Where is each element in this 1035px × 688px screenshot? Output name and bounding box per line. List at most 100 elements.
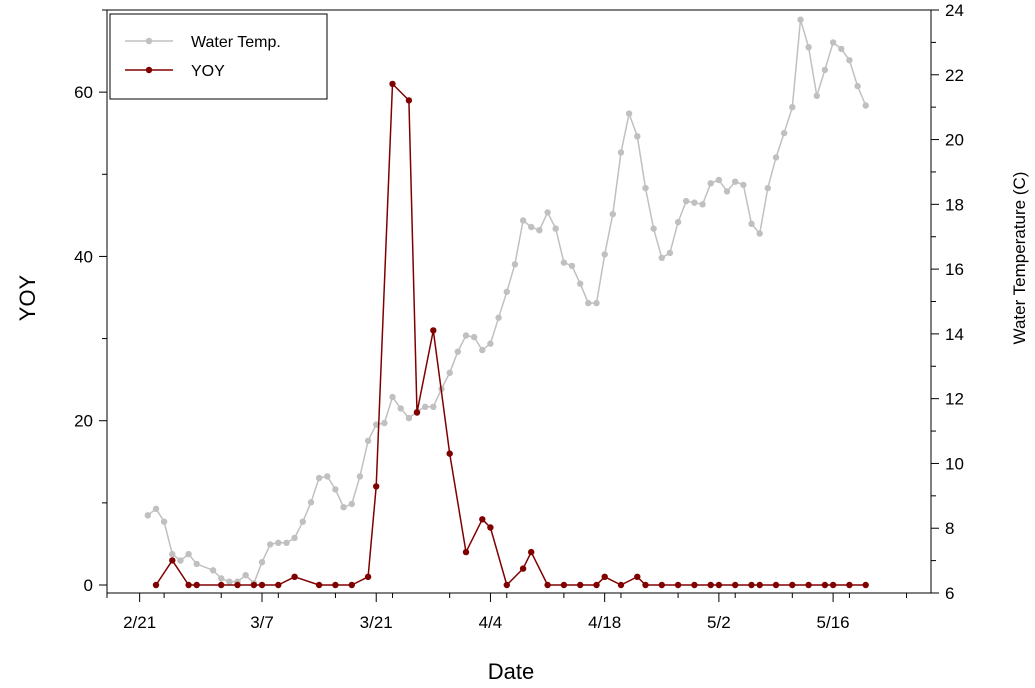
- water-temp-point: [152, 505, 160, 512]
- water-temp-point: [740, 181, 747, 189]
- yoy-point: [446, 450, 453, 457]
- yoy-point: [479, 516, 486, 523]
- water-temp-point: [324, 473, 331, 480]
- legend-box: [109, 13, 328, 100]
- water-temp-point: [315, 474, 323, 482]
- water-temp-point: [332, 486, 339, 493]
- water-temp-point: [560, 259, 568, 266]
- water-temp-point: [144, 512, 151, 519]
- yoy-point: [430, 327, 437, 334]
- water-temp-point: [862, 102, 869, 109]
- water-temp-point: [405, 414, 413, 422]
- y-right-tick-label: 12: [945, 390, 964, 409]
- water-temp-point: [838, 45, 845, 53]
- water-temp-point: [797, 16, 804, 23]
- water-temp-point: [609, 210, 616, 218]
- y-axis-left-title: YOY: [15, 274, 40, 321]
- y-axis-right: 6 8 10 12 14 16 18 20 22 24: [931, 1, 964, 603]
- x-axis-title: Date: [488, 659, 534, 684]
- legend: Water Temp. YOY: [109, 13, 328, 100]
- yoy-point: [593, 581, 600, 589]
- water-temp-point: [593, 299, 600, 307]
- water-temp-point: [397, 405, 404, 412]
- yoy-point: [862, 581, 869, 589]
- water-temp-point: [511, 261, 519, 268]
- water-temp-point: [764, 184, 771, 192]
- water-temp-point: [169, 550, 176, 558]
- water-temp-point: [389, 393, 396, 401]
- water-temp-point: [601, 251, 608, 258]
- water-temp-point: [430, 403, 437, 410]
- yoy-point: [748, 581, 755, 589]
- water-temp-point: [683, 197, 690, 205]
- yoy-point: [193, 581, 200, 589]
- yoy-point: [332, 581, 339, 589]
- water-temp-point: [650, 225, 657, 232]
- yoy-point: [348, 581, 355, 589]
- yoy-point: [185, 581, 192, 589]
- water-temp-point: [772, 154, 780, 161]
- yoy-point: [291, 573, 298, 580]
- yoy-point: [234, 581, 241, 589]
- y-right-tick-label: 10: [945, 454, 964, 473]
- water-temp-point: [470, 333, 478, 341]
- legend-yoy-label: YOY: [191, 63, 225, 80]
- y-right-tick-label: 8: [945, 519, 954, 538]
- water-temp-point: [373, 421, 380, 428]
- water-temp-point: [242, 572, 249, 579]
- water-temp-point: [356, 473, 364, 480]
- water-temp-point: [193, 560, 200, 568]
- yoy-point: [805, 581, 812, 589]
- water-temp-point: [780, 129, 788, 137]
- yoy-point: [315, 581, 323, 589]
- yoy-point: [846, 581, 853, 589]
- yoy-point: [756, 581, 763, 589]
- water-temp-point: [658, 254, 665, 261]
- y-right-tick-label: 24: [945, 1, 964, 20]
- yoy-point: [487, 524, 494, 531]
- water-temp-point: [495, 314, 502, 321]
- water-temp-point: [454, 348, 461, 355]
- water-temp-point: [503, 288, 510, 295]
- yoy-point: [152, 581, 160, 589]
- yoy-series-line: [155, 83, 866, 586]
- y-right-tick-label: 6: [945, 584, 954, 603]
- yoy-point: [821, 581, 829, 589]
- water-temp-point: [813, 92, 820, 100]
- water-temp-point: [732, 178, 739, 185]
- water-temp-point: [209, 567, 217, 574]
- water-temp-point: [364, 437, 372, 444]
- water-temp-point: [291, 534, 298, 542]
- yoy-point: [528, 548, 535, 556]
- yoy-point: [519, 565, 527, 572]
- yoy-point: [707, 581, 714, 589]
- y-right-tick-label: 18: [945, 195, 964, 214]
- water-temp-point: [177, 557, 184, 564]
- water-temp-point: [218, 575, 225, 582]
- water-temp-point: [275, 539, 282, 546]
- water-temp-point: [544, 209, 551, 216]
- water-temp-point: [381, 419, 388, 427]
- yoy-point: [601, 573, 608, 580]
- yoy-point: [642, 581, 649, 589]
- legend-yoy-swatch-marker: [145, 66, 153, 74]
- water-temp-point: [528, 223, 535, 231]
- water-temp-point: [642, 184, 649, 192]
- water-temp-point: [846, 57, 853, 64]
- y-left-tick-label: 60: [74, 83, 93, 102]
- water-temp-point: [707, 180, 714, 187]
- water-temp-point: [519, 217, 527, 224]
- x-tick-label: 4/4: [479, 613, 503, 632]
- water-temp-point: [854, 82, 861, 90]
- water-temp-point: [536, 227, 543, 234]
- water-temp-point: [258, 559, 266, 566]
- yoy-point: [577, 581, 584, 589]
- water-temp-point: [805, 44, 812, 51]
- x-tick-label: 2/21: [123, 613, 156, 632]
- water-temp-point: [283, 539, 290, 546]
- y-right-tick-label: 20: [945, 131, 964, 150]
- x-tick-label: 3/7: [250, 613, 274, 632]
- y-axis-right-title: Water Temperature (C): [1010, 172, 1029, 345]
- water-temp-point: [756, 230, 763, 237]
- water-temp-point: [715, 176, 723, 184]
